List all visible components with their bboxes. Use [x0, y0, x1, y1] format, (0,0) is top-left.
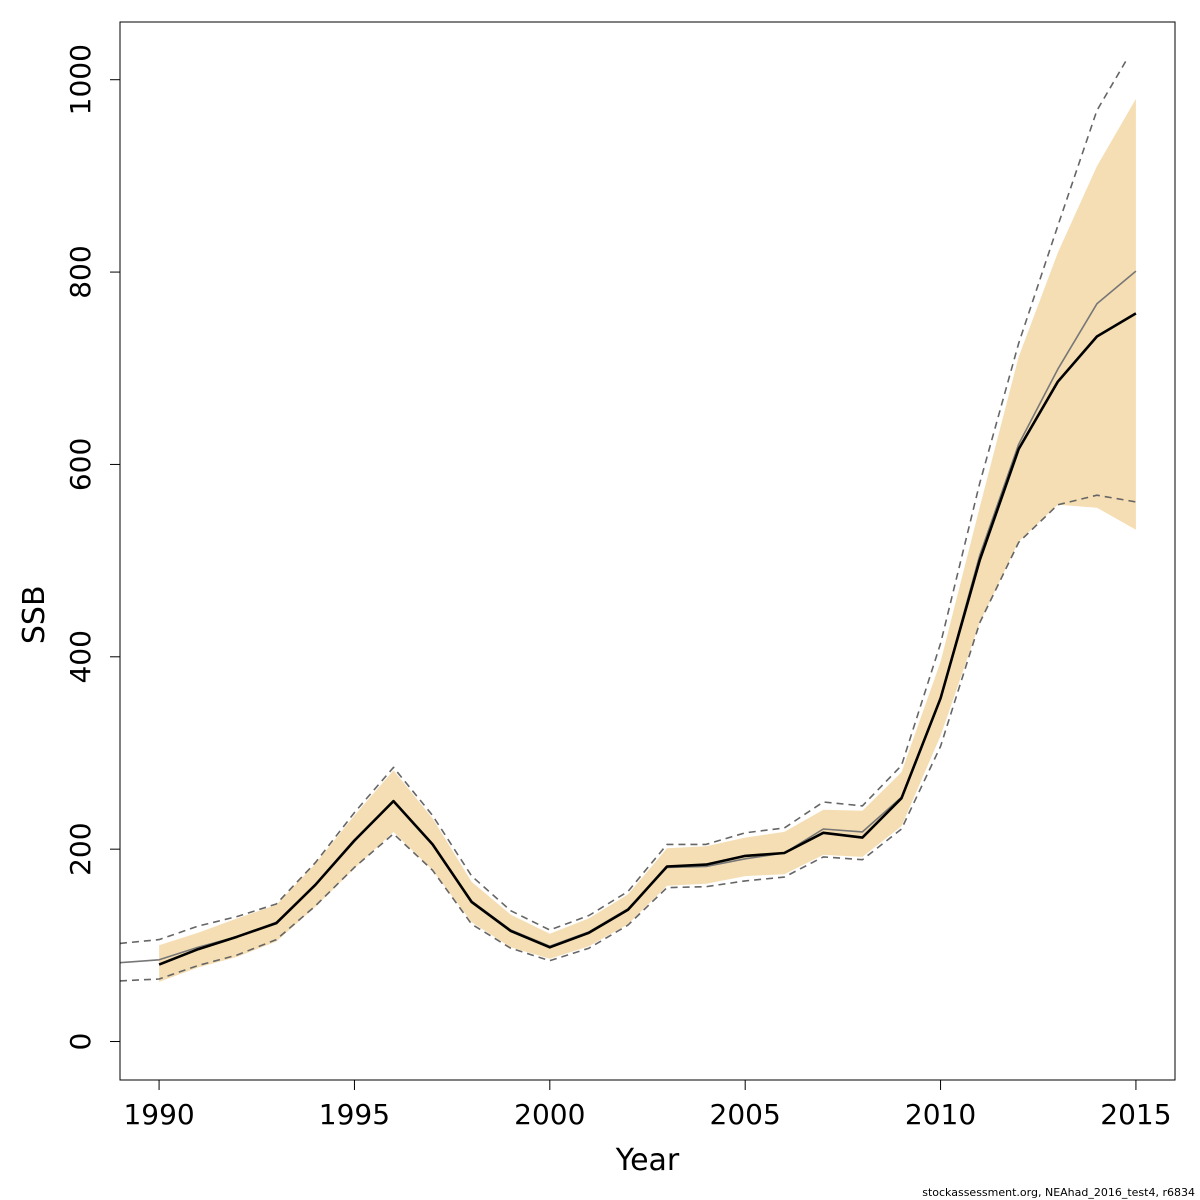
y-tick-label: 200 — [64, 822, 97, 875]
footnote-source: stockassessment.org, NEAhad_2016_test4, … — [922, 1186, 1195, 1199]
y-tick-label: 600 — [64, 438, 97, 491]
y-tick-label: 400 — [64, 630, 97, 683]
confidence-band — [159, 98, 1136, 982]
comparison-estimate-line — [119, 270, 1137, 964]
comparison-lower-dashed-line — [119, 494, 1137, 982]
x-tick-label: 2000 — [514, 1098, 585, 1131]
x-tick-label: 1995 — [319, 1098, 390, 1131]
estimate-line — [158, 312, 1137, 966]
y-tick-label: 1000 — [64, 44, 97, 115]
series-lines-layer — [119, 60, 1137, 982]
y-axis-title: SSB — [17, 585, 52, 644]
x-tick-label: 2010 — [905, 1098, 976, 1131]
x-axis: 1990 1995 2000 2005 2010 2015 — [123, 1079, 1172, 1131]
x-axis-title: Year — [615, 1143, 680, 1178]
y-axis: 0 200 400 600 800 1000 — [64, 44, 121, 1051]
y-tick-label: 0 — [64, 1033, 97, 1051]
y-tick-label: 800 — [64, 245, 97, 298]
x-tick-label: 2015 — [1100, 1098, 1171, 1131]
confidence-band-layer — [159, 98, 1136, 982]
comparison-upper-dashed-line — [119, 60, 1127, 945]
x-tick-label: 2005 — [710, 1098, 781, 1131]
x-tick-label: 1990 — [123, 1098, 194, 1131]
